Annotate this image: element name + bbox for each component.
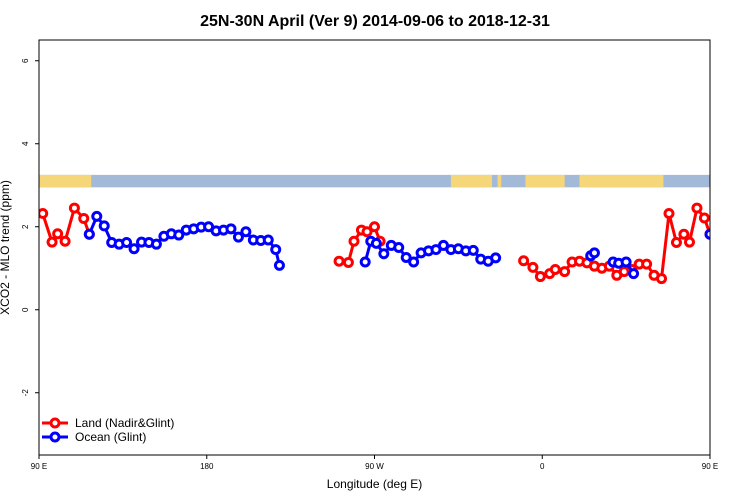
y-tick-label-0: -2 [21, 389, 30, 397]
series-1-point-4-5 [743, 239, 750, 247]
series-1-point-0-2 [98, 220, 110, 232]
series-1-point-1-7 [408, 256, 420, 268]
series-1-point-4-0 [704, 228, 710, 240]
series-0-point-1-4 [361, 226, 373, 238]
land-segment-3 [525, 174, 565, 188]
series-1-point-1-6 [400, 251, 412, 263]
series-0-point-0-1 [46, 236, 58, 248]
series-0-point-0-2 [52, 228, 64, 240]
series-1-point-3-1 [588, 247, 600, 259]
series-group [39, 202, 750, 285]
series-0-point-1-1 [342, 256, 354, 268]
series-1-point-1-18 [490, 252, 502, 264]
series-1-point-0-5 [121, 237, 133, 249]
series-1-point-0-24 [262, 234, 274, 246]
legend-marker-0 [49, 417, 61, 429]
series-1 [83, 210, 750, 280]
series-1-line-4 [708, 230, 710, 235]
legend: Land (Nadir&Glint)Ocean (Glint) [42, 416, 174, 444]
series-0-point-2-1 [527, 261, 539, 273]
series-1-point-1-0 [359, 256, 371, 268]
series-1-point-4-1 [713, 212, 721, 220]
series-0-point-0-4 [68, 202, 80, 214]
series-1-point-0-20 [232, 231, 244, 243]
y-tick-label-4: 6 [21, 58, 30, 63]
x-tick-label-1: 180 [200, 462, 214, 471]
series-0-point-0-3 [59, 235, 71, 247]
series-0-point-1-2 [348, 235, 360, 247]
series-1-point-1-2 [370, 237, 382, 249]
series-0-point-2-19 [663, 207, 675, 219]
series-1-point-0-0 [83, 228, 95, 240]
x-tick-label-0: 90 E [31, 462, 47, 471]
series-1-point-0-19 [225, 223, 237, 235]
series-1-point-0-9 [150, 238, 162, 250]
series-0-point-2-18 [656, 273, 668, 285]
legend-marker-1 [49, 431, 61, 443]
x-tick-label-3: 0 [540, 462, 545, 471]
series-0-point-2-2 [534, 271, 546, 283]
y-axis: -2 0 2 4 6 [21, 58, 39, 396]
land-segment-4 [579, 174, 664, 188]
series-1-point-1-15 [467, 244, 479, 256]
series-0-point-2-4 [549, 263, 561, 275]
series-1-point-0-1 [91, 210, 103, 222]
series-0-point-2-16 [641, 258, 653, 270]
series-1-point-1-3 [378, 248, 390, 260]
x-axis: 90 E 180 90 W 0 90 E [31, 455, 718, 471]
chart-title: 25N-30N April (Ver 9) 2014-09-06 to 2018… [200, 13, 550, 30]
y-tick-label-1: 0 [21, 307, 30, 312]
series-0-point-2-0 [518, 255, 530, 267]
series-1-point-4-3 [728, 239, 736, 247]
series-1-point-2-2 [620, 256, 632, 268]
series-1-point-0-6 [128, 243, 140, 255]
series-1-point-0-21 [240, 226, 252, 238]
land-segment-1 [450, 174, 492, 188]
land-sea-strip [39, 174, 710, 188]
series-0-point-2-22 [683, 236, 695, 248]
x-tick-label-2: 90 W [365, 462, 384, 471]
legend-label-0: Land (Nadir&Glint) [75, 416, 174, 430]
land-segment-0 [39, 174, 92, 188]
y-tick-label-3: 4 [21, 141, 30, 146]
x-tick-label-4: 90 E [702, 462, 718, 471]
y-axis-label: XCO2 - MLO trend (ppm) [0, 180, 12, 315]
series-0-point-2-5 [559, 266, 571, 278]
series-1-point-2-3 [628, 268, 640, 280]
series-1-point-0-26 [273, 259, 285, 271]
land-segment-2 [497, 174, 502, 188]
series-0-point-0-0 [39, 207, 49, 219]
series-0-point-2-20 [670, 237, 682, 249]
series-0-point-2-21 [678, 228, 690, 240]
series-1-point-0-25 [270, 244, 282, 256]
series-0-point-2-24 [698, 212, 710, 224]
series-0-point-2-23 [691, 202, 703, 214]
y-tick-label-2: 2 [21, 224, 30, 229]
series-0-point-1-0 [333, 255, 345, 267]
series-1-point-4-4 [736, 240, 744, 248]
series-1-point-0-12 [173, 229, 185, 241]
series-0-point-1-5 [369, 221, 380, 233]
x-axis-label: Longitude (deg E) [327, 477, 422, 491]
series-1-point-1-5 [393, 242, 405, 253]
series-0-point-0-5 [78, 212, 90, 224]
series-1-point-4-2 [721, 222, 729, 230]
legend-label-1: Ocean (Glint) [75, 430, 146, 444]
